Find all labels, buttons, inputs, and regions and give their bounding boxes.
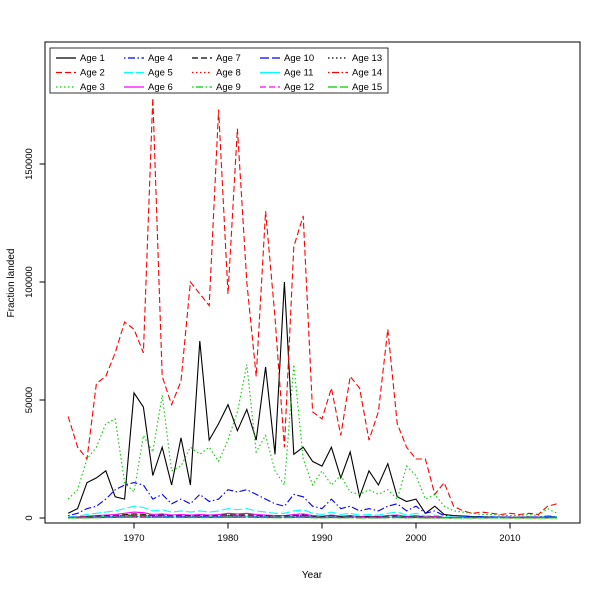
series-age-15-line: [68, 516, 558, 519]
x-tick-label: 1980: [217, 533, 238, 544]
y-tick-label: 150000: [24, 148, 35, 180]
legend-label: Age 8: [216, 68, 241, 79]
x-tick-label: 1970: [123, 533, 144, 544]
y-tick-label: 100000: [24, 266, 35, 298]
y-tick-label: 50000: [24, 387, 35, 413]
legend-item-age-15: Age 15: [328, 82, 382, 93]
legend-item-age-12: Age 12: [260, 82, 314, 93]
legend-label: Age 4: [148, 53, 173, 64]
legend-item-age-11: Age 11: [260, 68, 313, 79]
legend-item-age-4: Age 4: [124, 53, 173, 64]
legend-item-age-9: Age 9: [192, 82, 241, 93]
plot-box: [44, 41, 581, 524]
legend-label: Age 12: [284, 82, 314, 93]
legend-box: [49, 47, 389, 94]
legend-label: Age 15: [352, 82, 382, 93]
legend-item-age-13: Age 13: [328, 53, 382, 64]
legend-item-age-10: Age 10: [260, 53, 314, 64]
x-tick-label: 2010: [499, 533, 520, 544]
series-age-4-line: [68, 482, 558, 518]
legend-label: Age 10: [284, 53, 314, 64]
legend-item-age-3: Age 3: [56, 82, 105, 93]
series-age-3-line: [67, 364, 558, 517]
legend-label: Age 13: [352, 53, 382, 64]
legend-label: Age 9: [216, 82, 241, 93]
series-age-2-line: [67, 97, 558, 516]
legend-label: Age 2: [80, 68, 105, 79]
legend: Age 1 Age 2 Age 3 Age 4 Age 5 Age 6 Age 7 Age 8…: [49, 47, 389, 94]
series-age-1-line: [67, 281, 558, 518]
legend-label: Age 5: [148, 68, 173, 79]
legend-item-age-1: Age 1: [56, 53, 105, 64]
legend-label: Age 3: [80, 82, 105, 93]
legend-item-age-8: Age 8: [192, 68, 241, 79]
legend-item-age-7: Age 7: [192, 53, 241, 64]
legend-label: Age 7: [216, 53, 241, 64]
legend-label: Age 1: [80, 53, 105, 64]
x-tick-label: 2000: [405, 533, 426, 544]
x-axis-label: Year: [302, 570, 323, 581]
legend-label: Age 6: [148, 82, 173, 93]
legend-label: Age 11: [284, 68, 313, 79]
legend-item-age-6: Age 6: [124, 82, 173, 93]
series-age-9-line: [68, 514, 557, 519]
x-tick-label: 1990: [311, 533, 332, 544]
legend-item-age-2: Age 2: [56, 68, 105, 79]
legend-item-age-14: Age 14: [328, 68, 382, 79]
y-axis-label: Fraction landed: [6, 249, 17, 318]
y-tick-label: 0: [24, 515, 35, 520]
legend-label: Age 14: [352, 68, 382, 79]
legend-item-age-5: Age 5: [124, 68, 173, 79]
